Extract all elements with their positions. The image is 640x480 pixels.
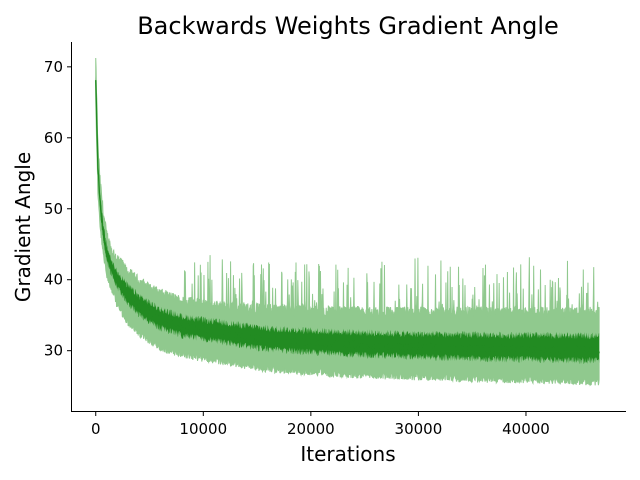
- x-tick-label: 20000: [287, 420, 335, 438]
- y-axis-title: Gradient Angle: [11, 152, 35, 302]
- x-axis-title: Iterations: [300, 442, 395, 466]
- y-tick-label: 50: [44, 200, 63, 218]
- axis-ticks: 0 10000 20000 30000 40000 30 40 50 60 70: [44, 58, 550, 438]
- chart-title: Backwards Weights Gradient Angle: [137, 12, 559, 40]
- x-tick-label: 30000: [395, 420, 443, 438]
- y-tick-label: 60: [44, 129, 63, 147]
- x-tick-label: 10000: [179, 420, 227, 438]
- x-tick-label: 0: [91, 420, 101, 438]
- plot-area: [95, 57, 600, 387]
- mean-series-line: [95, 80, 600, 356]
- y-tick-label: 30: [44, 342, 63, 360]
- y-tick-label: 70: [44, 58, 63, 76]
- x-tick-label: 40000: [502, 420, 550, 438]
- y-tick-label: 40: [44, 271, 63, 289]
